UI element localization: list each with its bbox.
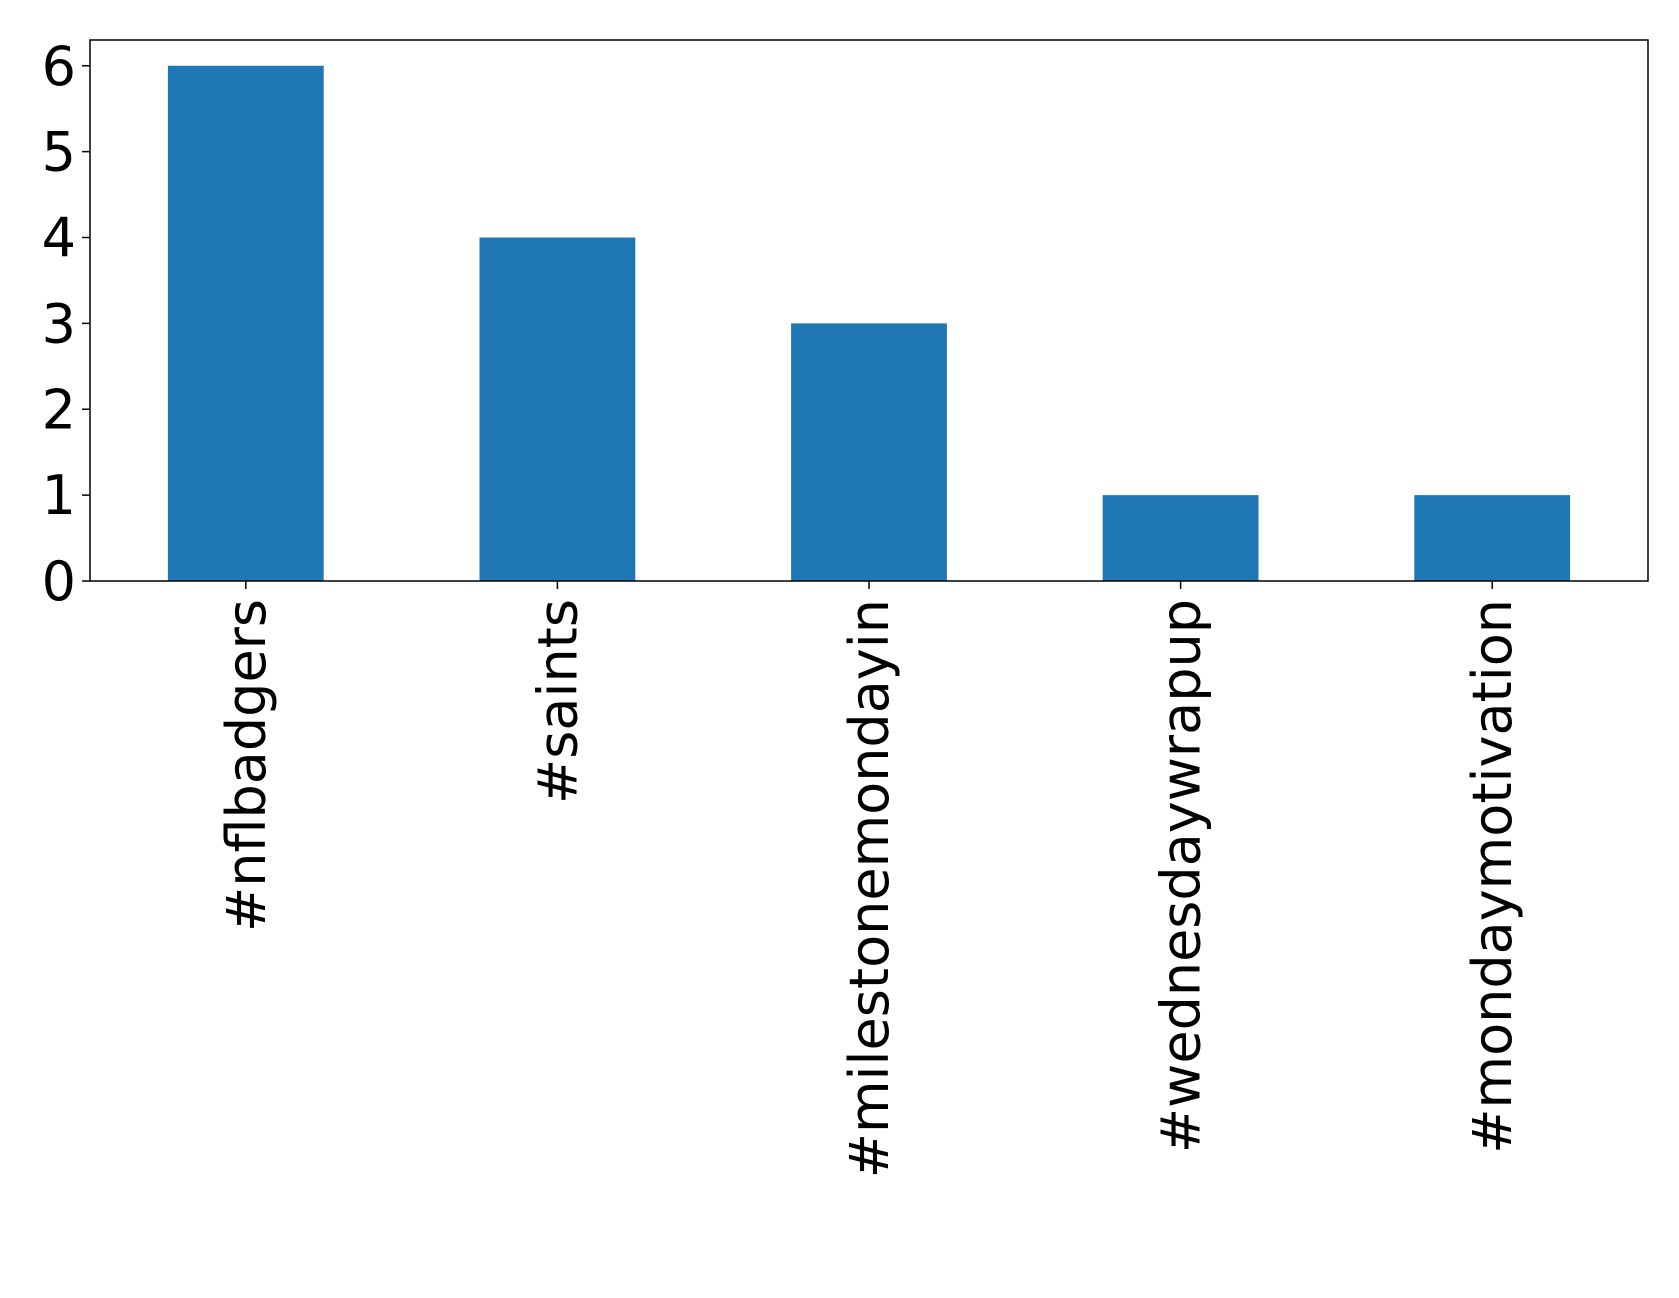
x-tick-label: #milestonemondayin xyxy=(838,599,901,1178)
y-tick-label: 6 xyxy=(42,35,76,98)
bar xyxy=(479,237,636,581)
axes-frame xyxy=(89,39,1649,582)
y-tick-label: 1 xyxy=(42,464,76,527)
bar xyxy=(167,65,324,581)
bar xyxy=(1102,495,1259,581)
x-tick-label: #mondaymotivation xyxy=(1461,599,1524,1154)
x-tick-label: #nflbadgers xyxy=(215,599,278,932)
y-tick-label: 0 xyxy=(42,550,76,613)
y-tick-label: 3 xyxy=(42,292,76,355)
y-tick-label: 2 xyxy=(42,378,76,441)
y-tick-label: 5 xyxy=(42,121,76,184)
x-tick-label: #saints xyxy=(526,599,589,804)
x-tick-label: #wednesdaywrapup xyxy=(1150,599,1213,1153)
bar xyxy=(1414,495,1571,581)
bar xyxy=(791,323,947,581)
y-tick-label: 4 xyxy=(42,207,76,270)
